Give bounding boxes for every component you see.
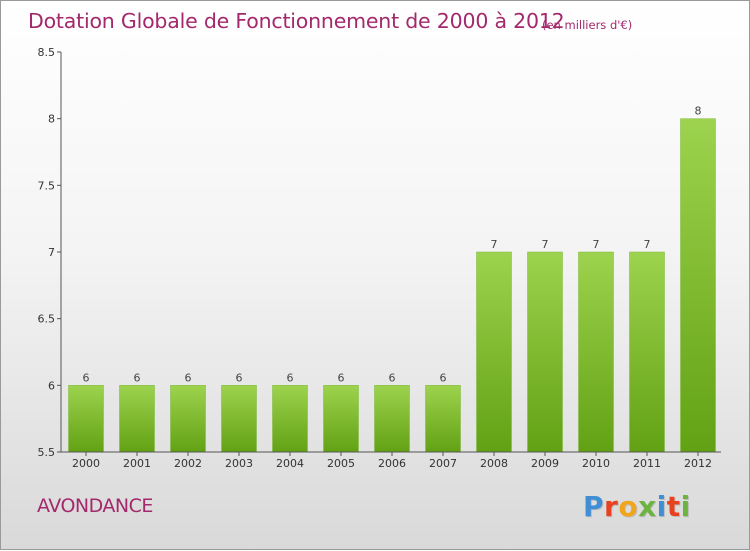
y-tick-label: 6 [48,379,55,392]
y-tick-label: 5.5 [38,446,56,459]
data-label-2007: 6 [440,371,447,384]
bar-2002 [170,385,206,453]
proxiti-logo[interactable]: Proxiti [583,490,691,523]
bar-2010 [578,251,614,453]
x-tick-label-2012: 2012 [684,457,712,470]
bar-2012 [680,118,716,453]
x-tick-label-2006: 2006 [378,457,406,470]
logo-letter: P [583,490,605,523]
data-label-2011: 7 [644,238,651,251]
logo-letter: i [680,490,691,523]
logo-letter: x [638,490,657,523]
data-label-2002: 6 [185,371,192,384]
logo-letter: r [604,490,619,523]
x-tick-label-2003: 2003 [225,457,253,470]
y-tick-label: 7.5 [38,179,56,192]
data-label-2010: 7 [593,238,600,251]
x-tick-label-2000: 2000 [72,457,100,470]
y-tick-label: 6.5 [38,313,56,326]
data-label-2006: 6 [389,371,396,384]
x-tick-label-2007: 2007 [429,457,457,470]
bar-2009 [527,251,563,453]
bar-2000 [68,385,104,453]
data-label-2009: 7 [542,238,549,251]
x-tick-label-2011: 2011 [633,457,661,470]
bar-2004 [272,385,308,453]
data-label-2003: 6 [236,371,243,384]
bar-2008 [476,251,512,453]
x-tick-label-2004: 2004 [276,457,304,470]
unit-note: (en milliers d'€) [542,18,633,32]
bar-2005 [323,385,359,453]
town-name: AVONDANCE [37,495,153,517]
data-label-2005: 6 [338,371,345,384]
data-label-2004: 6 [287,371,294,384]
data-label-2001: 6 [134,371,141,384]
bar-2007 [425,385,461,453]
x-tick-label-2005: 2005 [327,457,355,470]
data-label-2008: 7 [491,238,498,251]
x-tick-label-2002: 2002 [174,457,202,470]
y-tick-label: 8 [48,113,55,126]
logo-letter: t [666,490,681,523]
x-tick-label-2001: 2001 [123,457,151,470]
bar-2003 [221,385,257,453]
y-tick-label: 7 [48,246,55,259]
x-tick-label-2008: 2008 [480,457,508,470]
bar-2011 [629,251,665,453]
data-label-2012: 8 [695,105,702,118]
bar-2001 [119,385,155,453]
logo-letter: o [618,490,639,523]
y-tick-label: 8.5 [38,46,56,59]
bar-2006 [374,385,410,453]
data-label-2000: 6 [83,371,90,384]
x-tick-label-2010: 2010 [582,457,610,470]
logo-letter: i [656,490,667,523]
chart-title: Dotation Globale de Fonctionnement de 20… [28,9,565,33]
x-tick-label-2009: 2009 [531,457,559,470]
